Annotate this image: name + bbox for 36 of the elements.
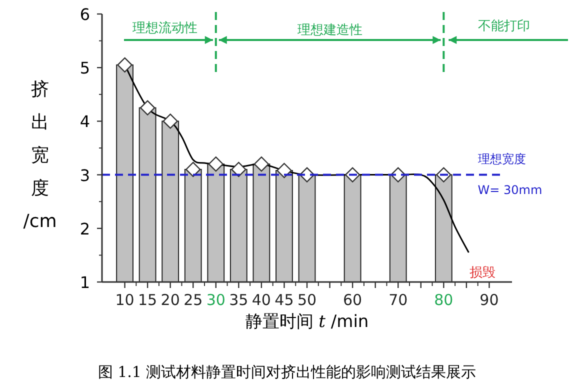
x-tick-label: 50: [297, 291, 317, 309]
y-tick-label: 5: [80, 58, 90, 78]
annotation: 理想建造性: [297, 23, 362, 38]
y-tick-label: 4: [80, 112, 90, 132]
ref-line-label: 理想宽度: [478, 152, 526, 166]
annotation: 不能打印: [478, 19, 530, 34]
caption: 图 1.1 测试材料静置时间对挤出性能的影响测试结果展示: [98, 363, 476, 381]
point: [117, 57, 132, 73]
annotation: W= 30mm: [478, 182, 542, 197]
x-tick-label: 10: [115, 291, 134, 309]
x-axis-title: 静置时间 t /min: [245, 312, 369, 332]
point: [276, 162, 292, 178]
x-tick-label: 80: [434, 291, 454, 309]
x-tick-label: 35: [229, 291, 248, 309]
x-tick-label: 90: [480, 291, 499, 309]
annotation: 损毁: [470, 266, 496, 281]
x-tick-label: 30: [206, 291, 226, 309]
point: [208, 156, 224, 172]
point: [140, 100, 156, 116]
x-tick-label: 60: [343, 291, 362, 309]
x-tick-label: 15: [138, 291, 158, 309]
point: [231, 162, 246, 178]
y-tick-label: 6: [80, 5, 90, 24]
x-tick-label: 70: [388, 291, 408, 309]
point: [162, 114, 178, 129]
x-tick-label: 25: [184, 291, 203, 309]
x-tick-label: 20: [160, 291, 180, 309]
x-tick-label: 40: [252, 291, 271, 309]
point: [254, 156, 270, 172]
y-tick-label: 3: [80, 166, 90, 185]
y-tick-label: 1: [80, 273, 90, 292]
y-tick-label: 2: [80, 219, 90, 238]
y-axis-title: 挤出宽度/cm: [23, 79, 57, 232]
annotation: 理想流动性: [132, 20, 198, 36]
point: [186, 162, 201, 178]
x-tick-label: 45: [274, 291, 294, 309]
